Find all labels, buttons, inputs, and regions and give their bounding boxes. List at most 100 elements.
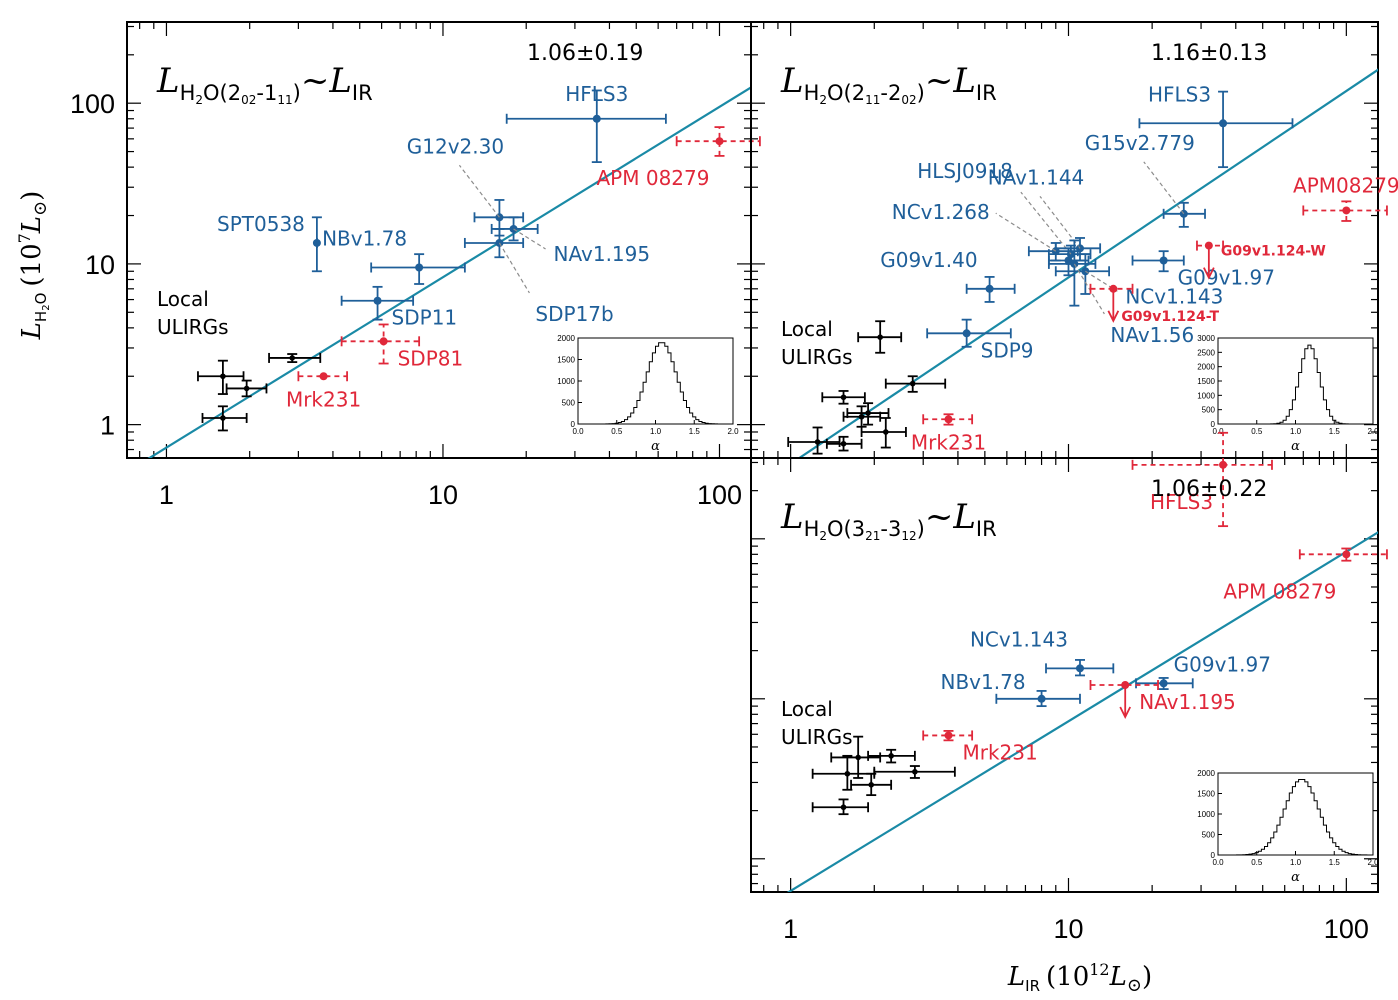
data-point [201, 405, 248, 432]
inset-y-tick-label: 500 [1202, 831, 1216, 840]
point-marker [1342, 550, 1351, 559]
point-label: G09v1.97 [1174, 652, 1271, 676]
fit-exponent: 1.06±0.22 [1151, 477, 1267, 502]
point-label: HFLS3 [565, 82, 628, 106]
fit-exponent: 1.16±0.13 [1151, 41, 1267, 66]
data-point: Mrk231 [286, 371, 361, 411]
local-ulirgs-label: ULIRGs [781, 345, 853, 369]
inset-y-tick-label: 1500 [1197, 790, 1215, 799]
leader-line [513, 228, 546, 250]
x-axis-title: LIR (1012L⊙) [1007, 960, 1152, 996]
point-label: NCv1.143 [1125, 284, 1223, 308]
data-point: NCv1.143 [970, 627, 1115, 677]
inset-y-tick-label: 1000 [557, 377, 575, 386]
inset-y-tick-label: 1000 [1197, 391, 1215, 400]
y-axis-title: LH2O(107L⊙) [15, 191, 52, 341]
point-marker [1204, 241, 1213, 250]
data-point [830, 735, 882, 779]
data-point [873, 765, 956, 779]
data-point: HFLS3 [1138, 82, 1294, 169]
point-marker [855, 754, 861, 761]
point-label: NBv1.78 [941, 670, 1026, 694]
upper-limit-arrowhead [1203, 267, 1215, 280]
point-marker [1064, 256, 1073, 265]
point-label: APM08279 [1293, 173, 1398, 197]
data-point: APM 08279 [597, 126, 761, 190]
axis-ticks [751, 22, 1378, 458]
data-point [860, 417, 907, 449]
data-point [857, 320, 903, 354]
inset-y-tick-label: 1000 [1197, 810, 1215, 819]
inset-x-tick-label: 2.0 [1367, 427, 1379, 436]
inset-y-tick-label: 2500 [1197, 348, 1215, 357]
point-marker [909, 380, 916, 387]
data-point [225, 379, 268, 398]
leader-line [1020, 191, 1072, 255]
data-point: Mrk231 [922, 730, 1038, 764]
data-point: G15v2.779 [1085, 131, 1206, 228]
data-point: G09v1.97 [1131, 250, 1275, 290]
point-label: G09v1.40 [880, 248, 977, 272]
x-tick-label: 10 [1053, 914, 1083, 944]
point-marker [220, 415, 226, 421]
inset-x-tick-label: 1.0 [1290, 427, 1302, 436]
panel-bottom-right: 1 10 100 HFLS3 APM 08279 NCv1.143 G09v1.97 NBv1… [750, 431, 1388, 944]
point-label: HFLS3 [1148, 82, 1211, 106]
plot-frame [750, 457, 1379, 893]
point-marker [888, 753, 894, 759]
inset-x-tick-label: 2.0 [727, 427, 739, 436]
upper-limit-arrowhead [1107, 310, 1120, 323]
data-point [811, 798, 869, 816]
histogram-steps [1218, 778, 1374, 856]
point-marker [814, 439, 821, 445]
y-tick-label: 10 [85, 250, 115, 280]
inset-x-label: α [1291, 439, 1300, 454]
data-points: HFLS3 APM 08279 G12v2.30 NAv1.195 SDP17b SPT0… [197, 82, 761, 432]
point-label: G15v2.779 [1085, 131, 1195, 155]
point-marker [592, 114, 601, 123]
data-point: NAv1.56 [1047, 239, 1194, 347]
inset-y-tick-label: 2000 [557, 334, 575, 343]
data-point: NAv1.195 [1089, 679, 1236, 719]
point-label: SDP17b [535, 302, 613, 326]
point-marker [985, 284, 994, 293]
point-label: G12v2.30 [407, 134, 504, 158]
point-label: G09v1.124-W [1221, 244, 1326, 260]
data-point: NBv1.78 [322, 226, 466, 285]
point-label: NAv1.56 [1110, 323, 1194, 347]
point-label: APM 08279 [597, 166, 710, 190]
local-ulirgs-label: ULIRGs [781, 725, 853, 749]
data-point: SPT0538 [217, 212, 322, 273]
local-ulirgs-label: Local [781, 317, 833, 341]
inset-x-tick-label: 0.0 [1212, 427, 1224, 436]
point-marker [415, 263, 424, 272]
x-tick-label: 100 [697, 480, 742, 510]
inset-y-tick-label: 500 [1202, 406, 1216, 415]
data-point: SDP81 [340, 323, 464, 370]
x-tick-label: 10 [428, 480, 458, 510]
point-marker [1121, 680, 1130, 689]
data-point: APM 08279 [1223, 547, 1388, 603]
upper-limit-arrowhead [1119, 706, 1132, 719]
data-point [842, 405, 882, 428]
point-marker [1159, 679, 1168, 688]
inset-x-tick-label: 0.5 [1251, 858, 1263, 867]
point-label: NAv1.144 [988, 165, 1085, 189]
panel-title-text: LH2O(211-202)~LIR [780, 61, 997, 107]
point-label: SDP81 [398, 346, 464, 370]
inset-x-tick-label: 1.0 [1290, 858, 1302, 867]
data-point [787, 426, 841, 455]
panel-top-left: 1 10 100 1 10 100 HFLS3 APM 08279 G12v2.30 NAv1.1… [70, 21, 761, 510]
point-marker [1075, 664, 1084, 673]
point-marker [715, 137, 724, 146]
inset-x-label: α [651, 439, 660, 454]
point-marker [220, 373, 226, 380]
x-tick-label: 1 [783, 914, 798, 944]
point-label: APM 08279 [1223, 579, 1336, 603]
point-marker [840, 804, 847, 811]
data-point: HFLS3 [505, 82, 667, 163]
point-label: NAv1.195 [1139, 690, 1236, 714]
